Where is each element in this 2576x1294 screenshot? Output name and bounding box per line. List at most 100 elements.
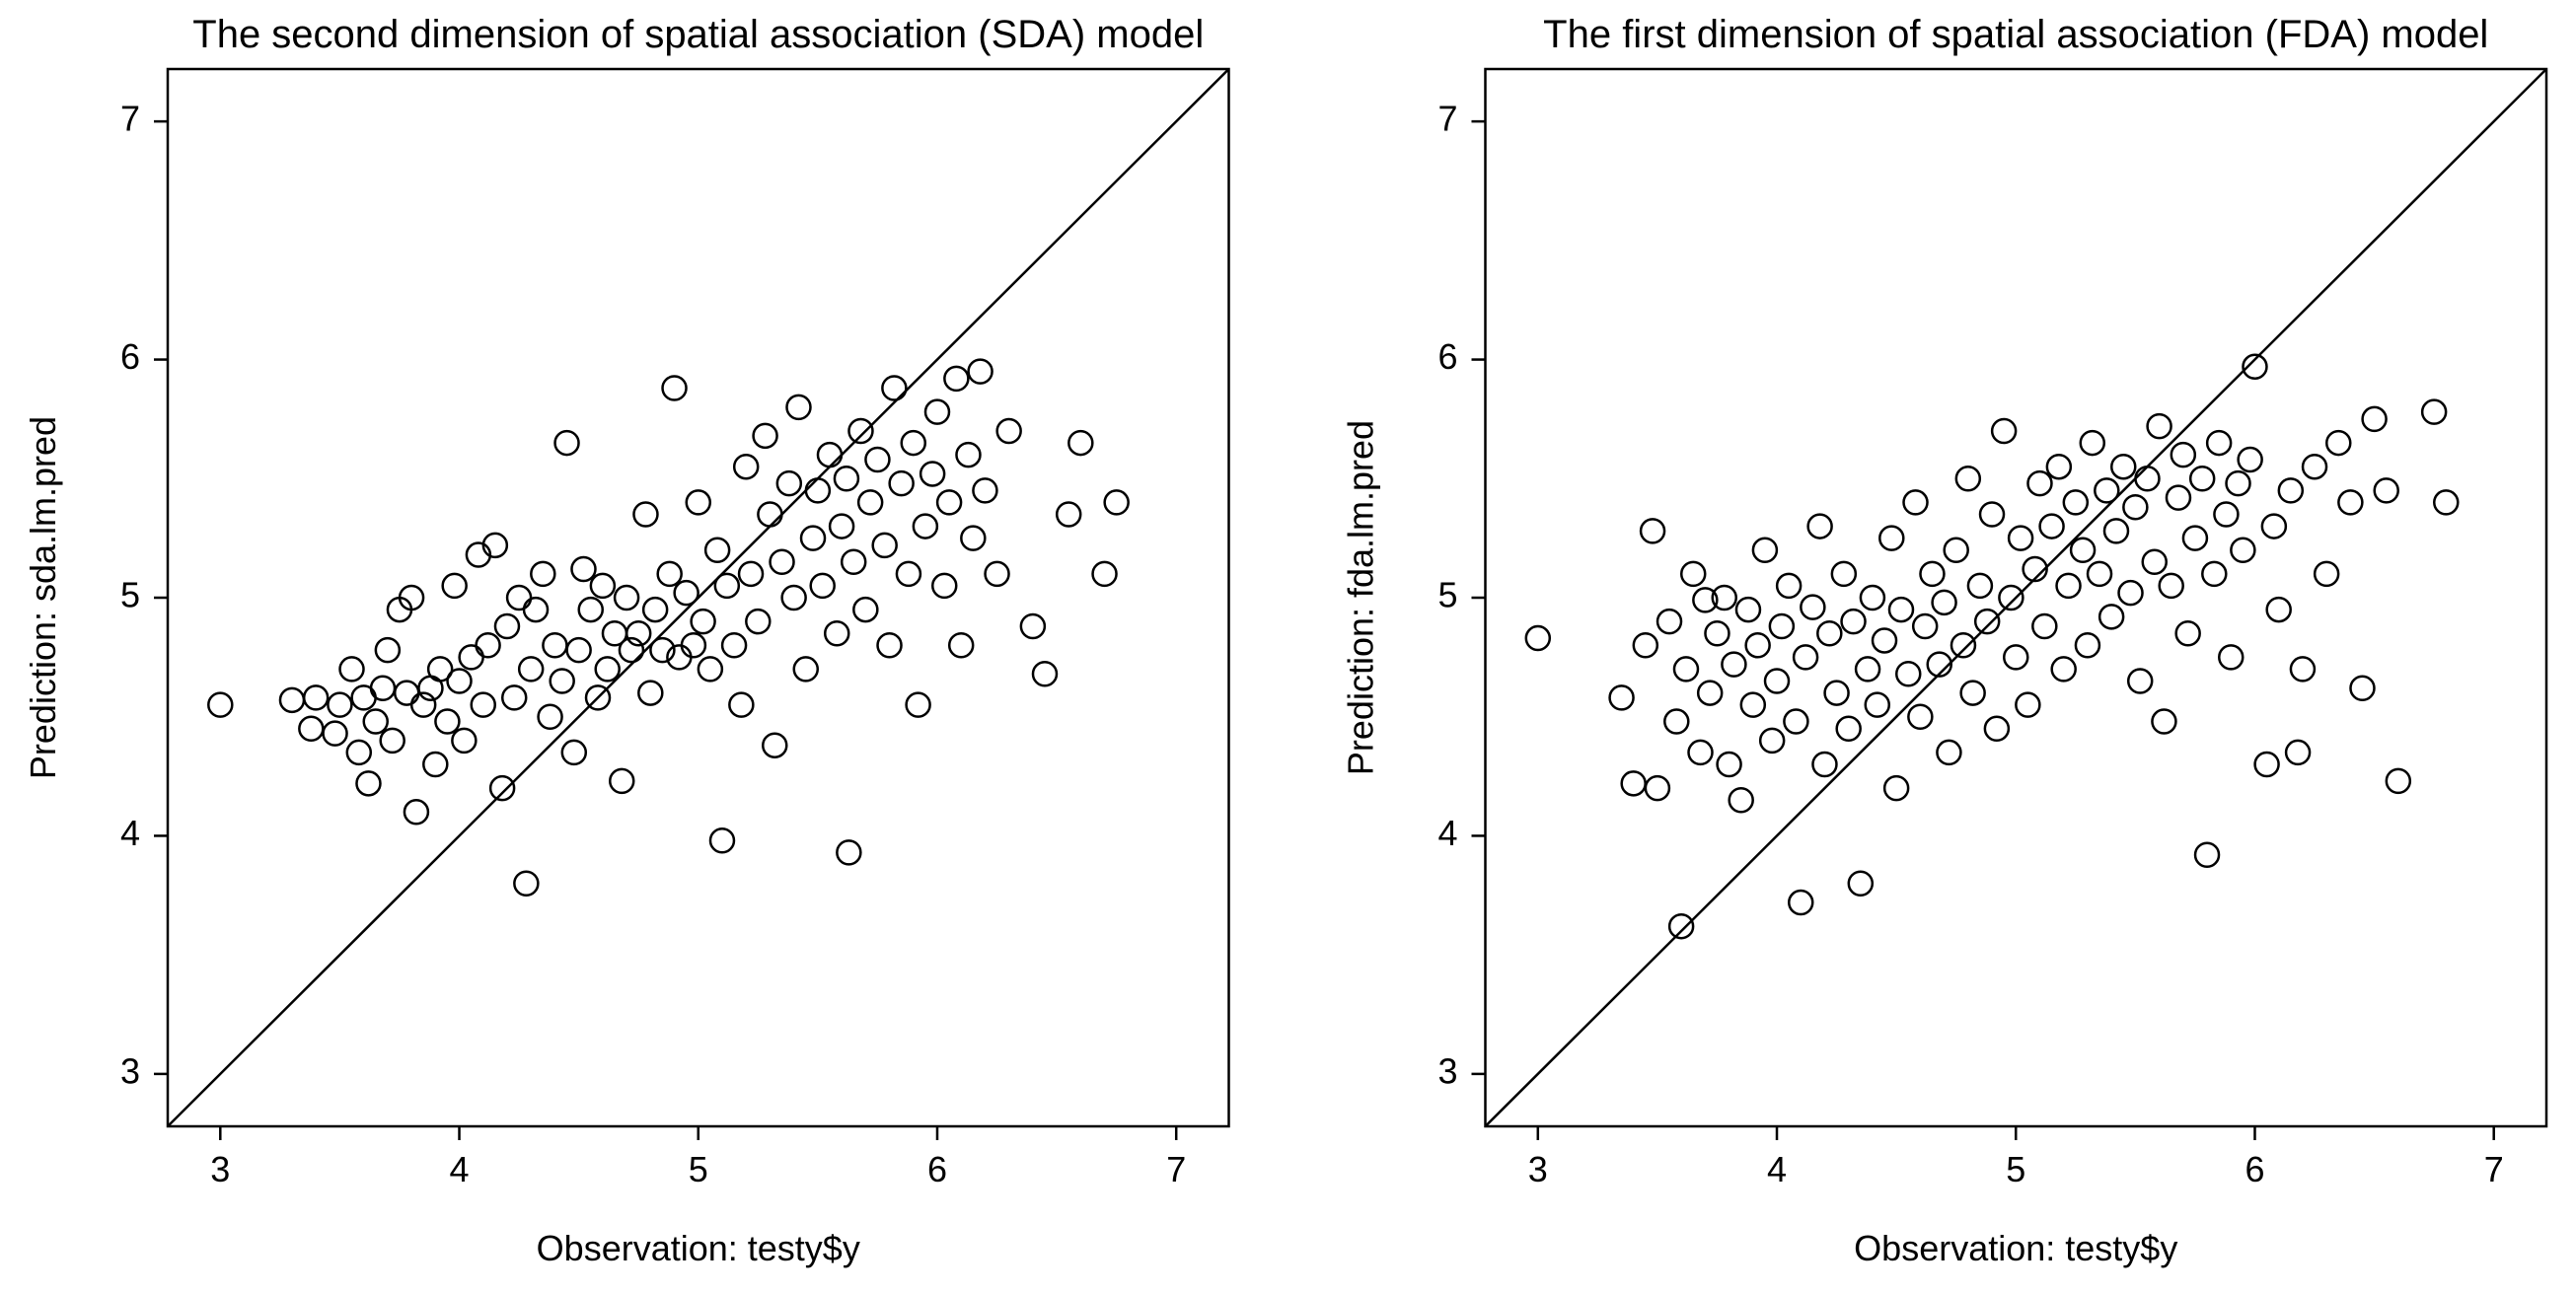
data-point <box>2047 455 2071 478</box>
panel-sda: 3456734567Observation: testy$yPrediction… <box>23 13 1229 1268</box>
data-point <box>734 455 758 478</box>
data-point <box>1722 653 1745 677</box>
data-point <box>502 685 526 709</box>
data-point <box>1789 891 1812 914</box>
data-point <box>2123 495 2147 519</box>
data-point <box>1760 729 1784 753</box>
data-point <box>973 478 996 502</box>
data-point <box>949 633 973 657</box>
data-point <box>591 574 615 598</box>
points-group <box>1526 355 2458 938</box>
data-point <box>460 645 483 669</box>
data-point <box>551 670 574 693</box>
data-point <box>1057 502 1080 526</box>
data-point <box>1920 562 1944 586</box>
data-point <box>2227 471 2250 495</box>
data-point <box>299 717 323 741</box>
data-point <box>2081 431 2104 455</box>
data-point <box>1746 633 1770 657</box>
data-point <box>1992 419 2016 443</box>
data-point <box>2190 467 2214 490</box>
data-point <box>848 419 872 443</box>
identity-line <box>1486 69 2547 1126</box>
data-point <box>1985 717 2009 741</box>
data-point <box>758 502 781 526</box>
data-point <box>794 657 818 681</box>
data-point <box>1861 586 1884 610</box>
data-point <box>638 682 662 705</box>
data-point <box>2119 581 2143 605</box>
data-point <box>739 562 763 586</box>
data-point <box>961 527 985 550</box>
data-point <box>405 800 428 824</box>
x-tick-label: 5 <box>689 1149 708 1189</box>
data-point <box>1033 662 1057 685</box>
data-point <box>663 377 687 400</box>
data-point <box>2231 539 2254 562</box>
data-point <box>610 769 633 793</box>
data-point <box>2291 657 2315 681</box>
data-point <box>1674 657 1698 681</box>
data-point <box>2143 550 2167 574</box>
data-point <box>304 685 328 709</box>
data-point <box>2326 431 2350 455</box>
x-axis-label: Observation: testy$y <box>1854 1228 2177 1268</box>
data-point <box>2195 843 2219 867</box>
data-point <box>2387 769 2410 793</box>
data-point <box>324 722 347 746</box>
data-point <box>2004 645 2027 669</box>
data-point <box>472 693 495 717</box>
data-point <box>1904 490 1928 514</box>
data-point <box>2167 486 2190 510</box>
x-tick-label: 6 <box>927 1149 947 1189</box>
data-point <box>1794 645 1817 669</box>
data-point <box>443 574 467 598</box>
data-point <box>2088 562 2111 586</box>
data-point <box>2375 478 2398 502</box>
data-point <box>2104 519 2128 542</box>
data-point <box>1856 657 1879 681</box>
data-point <box>687 490 710 514</box>
data-point <box>1718 753 1741 776</box>
data-point <box>1736 598 1760 621</box>
data-point <box>531 562 554 586</box>
data-point <box>890 471 914 495</box>
data-point <box>914 515 937 539</box>
data-point <box>423 753 447 776</box>
data-point <box>1956 467 1980 490</box>
x-tick-label: 4 <box>450 1149 470 1189</box>
data-point <box>340 657 364 681</box>
data-point <box>853 598 877 621</box>
y-axis-label: Prediction: sda.lm.pred <box>23 416 63 779</box>
data-point <box>1866 693 1889 717</box>
data-point <box>2239 448 2262 471</box>
data-point <box>746 610 770 633</box>
data-point <box>2040 515 2064 539</box>
y-tick-label: 7 <box>1437 99 1457 139</box>
data-point <box>835 467 858 490</box>
data-point <box>376 638 400 662</box>
data-point <box>507 586 531 610</box>
data-point <box>2032 614 2056 638</box>
data-point <box>477 633 500 657</box>
data-point <box>2171 443 2195 467</box>
data-point <box>539 705 562 729</box>
data-point <box>1873 628 1896 652</box>
data-point <box>699 657 722 681</box>
data-point <box>1801 596 1824 619</box>
x-tick-label: 7 <box>2484 1149 2504 1189</box>
x-axis-label: Observation: testy$y <box>537 1228 860 1268</box>
data-point <box>878 633 902 657</box>
panel-fda: 3456734567Observation: testy$yPrediction… <box>1341 13 2547 1268</box>
data-point <box>2255 753 2279 776</box>
data-point <box>897 562 920 586</box>
data-point <box>1825 682 1849 705</box>
x-tick-label: 3 <box>1528 1149 1548 1189</box>
data-point <box>1610 685 1634 709</box>
y-tick-label: 5 <box>120 575 140 615</box>
data-point <box>615 586 638 610</box>
data-point <box>1634 633 1657 657</box>
y-tick-label: 4 <box>120 813 140 853</box>
data-point <box>1961 682 1985 705</box>
data-point <box>579 598 603 621</box>
